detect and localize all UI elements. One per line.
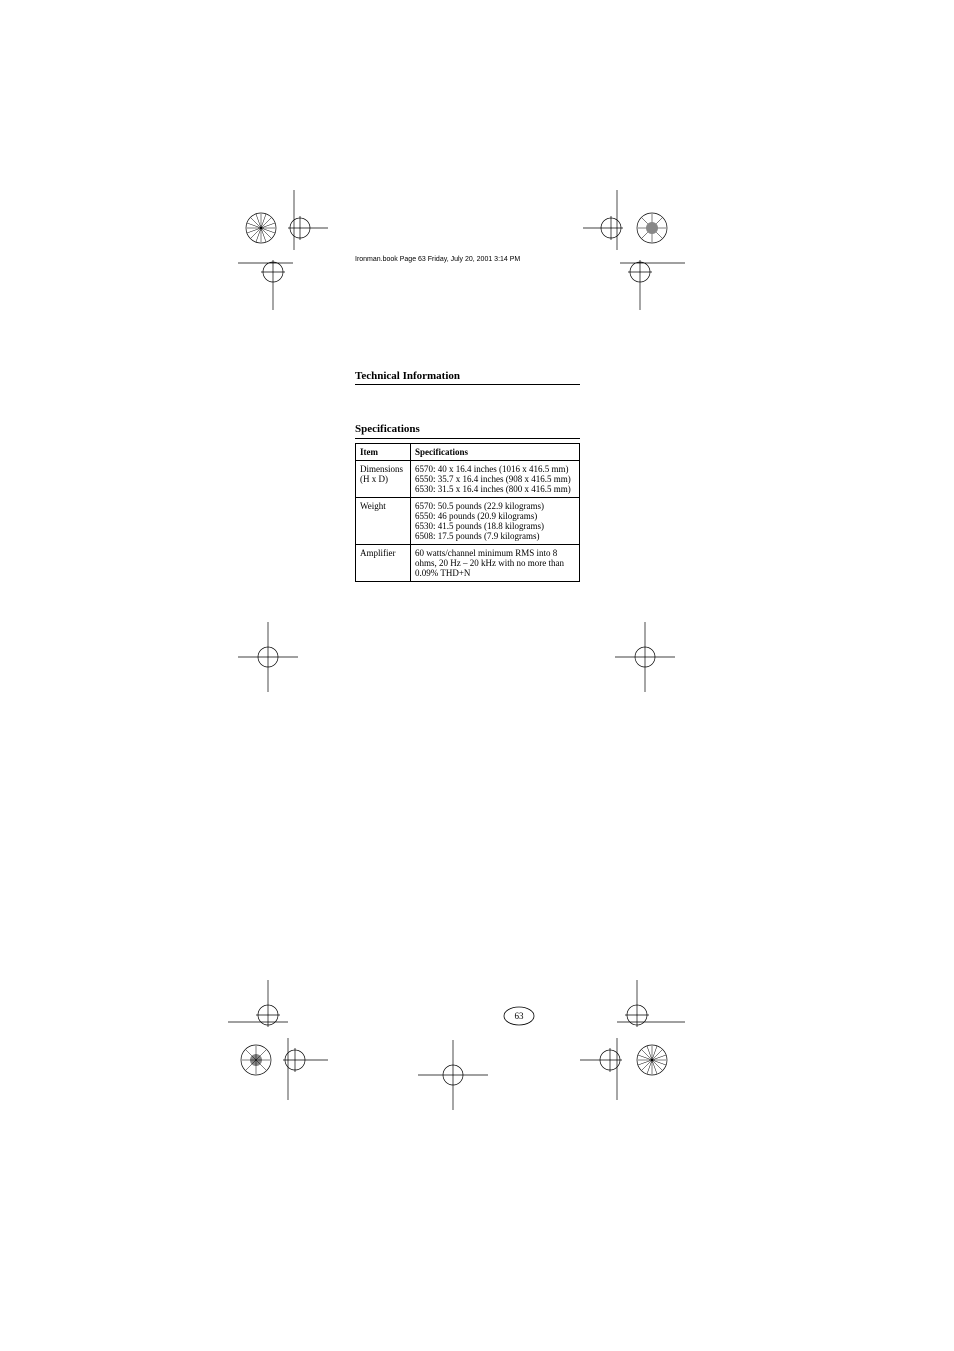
col-header-item: Item <box>356 444 411 461</box>
cell-label: Weight <box>356 498 411 545</box>
cell-value: 6570: 40 x 16.4 inches (1016 x 416.5 mm)… <box>411 461 580 498</box>
reg-mark-br <box>575 980 685 1105</box>
col-header-spec: Specifications <box>411 444 580 461</box>
section-title: Technical Information <box>355 370 580 382</box>
table-row: Amplifier 60 watts/channel minimum RMS i… <box>356 545 580 582</box>
table-rule <box>355 438 580 439</box>
reg-mark-bl <box>218 980 328 1105</box>
reg-mark-bc <box>418 1040 488 1115</box>
section-rule <box>355 384 580 385</box>
page-number-badge: 63 <box>503 1006 535 1026</box>
page-content: Technical Information Specifications Ite… <box>355 370 580 582</box>
reg-mark-tl <box>238 190 328 315</box>
reg-mark-mr <box>615 622 675 697</box>
table-row: Dimensions (H x D) 6570: 40 x 16.4 inche… <box>356 461 580 498</box>
reg-mark-ml <box>238 622 298 697</box>
cell-label: Dimensions (H x D) <box>356 461 411 498</box>
reg-mark-tr <box>575 190 685 315</box>
specifications-table: Item Specifications Dimensions (H x D) 6… <box>355 443 580 582</box>
table-row: Weight 6570: 50.5 pounds (22.9 kilograms… <box>356 498 580 545</box>
cell-value: 60 watts/channel minimum RMS into 8 ohms… <box>411 545 580 582</box>
header-meta-text: Ironman.book Page 63 Friday, July 20, 20… <box>355 256 520 263</box>
table-title: Specifications <box>355 423 580 435</box>
cell-value: 6570: 50.5 pounds (22.9 kilograms)6550: … <box>411 498 580 545</box>
cell-label: Amplifier <box>356 545 411 582</box>
page-number: 63 <box>503 1006 535 1026</box>
